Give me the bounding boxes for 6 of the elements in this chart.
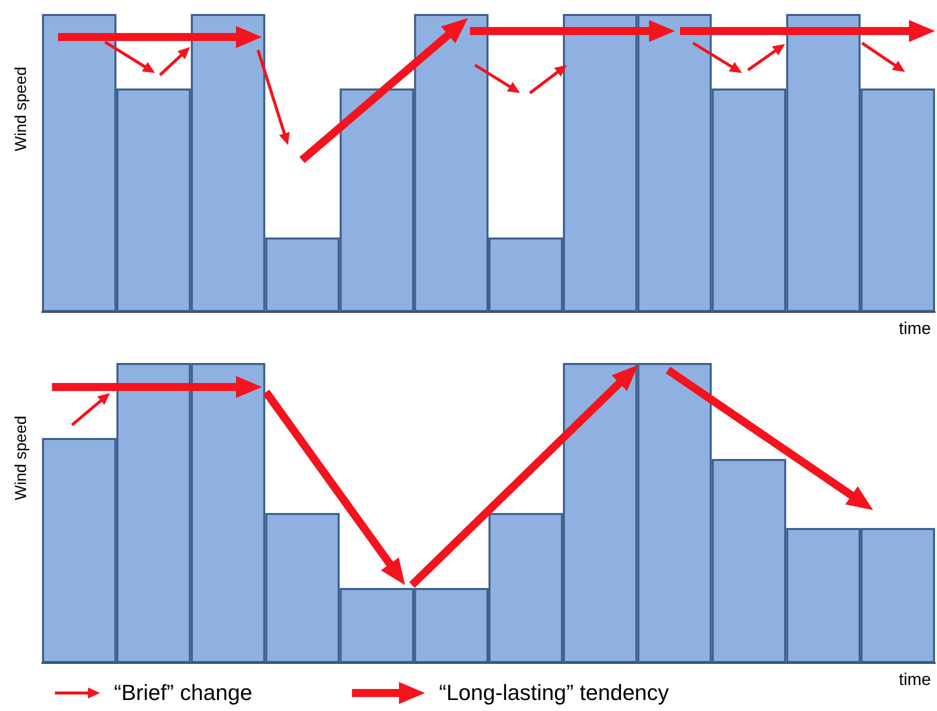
x-axis-title: time bbox=[898, 319, 931, 339]
y-axis-title: Wind speed bbox=[13, 416, 31, 500]
text: “Brief” change bbox=[114, 680, 252, 706]
text: “Long-lasting” tendency bbox=[439, 680, 669, 706]
x-axis-title: time bbox=[898, 670, 931, 690]
y-axis-title: Wind speed bbox=[13, 66, 31, 152]
